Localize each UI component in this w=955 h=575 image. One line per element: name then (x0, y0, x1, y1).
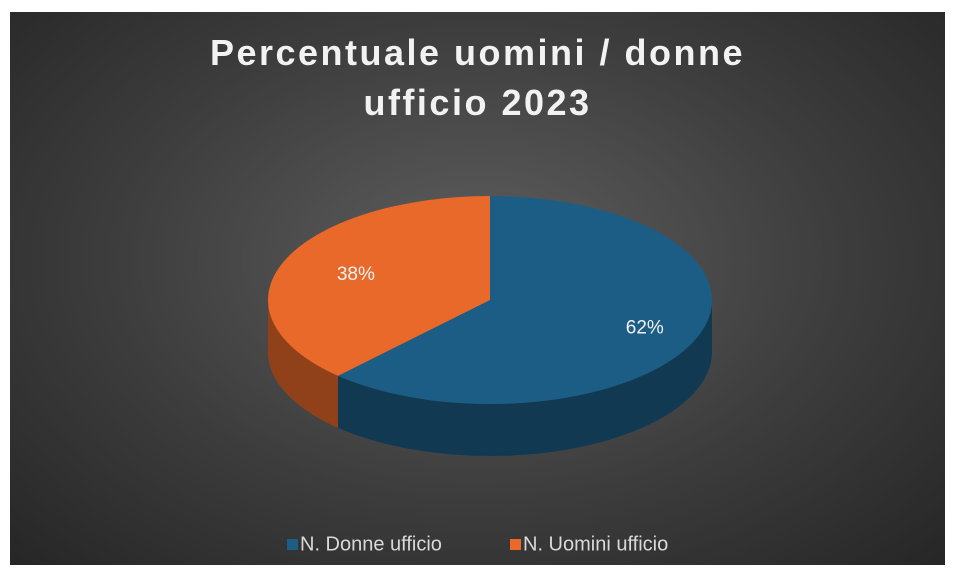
legend-swatch (510, 539, 521, 550)
slice (267, 196, 490, 376)
legend-swatch (287, 539, 298, 550)
legend-label: N. Donne ufficio (300, 533, 442, 555)
slice-side (268, 300, 339, 428)
title-box: Percentuale uomini / donne ufficio 2023 (0, 28, 955, 128)
slice-side (338, 300, 712, 457)
slice (338, 196, 712, 404)
slice-side-shade (338, 300, 712, 457)
legend-label: N. Uomini ufficio (523, 533, 668, 555)
data-label: 62% (626, 318, 664, 339)
data-label: 38% (337, 264, 375, 285)
slice-side-shade (268, 300, 339, 428)
chart-title: Percentuale uomini / donne ufficio 2023 (209, 32, 746, 123)
